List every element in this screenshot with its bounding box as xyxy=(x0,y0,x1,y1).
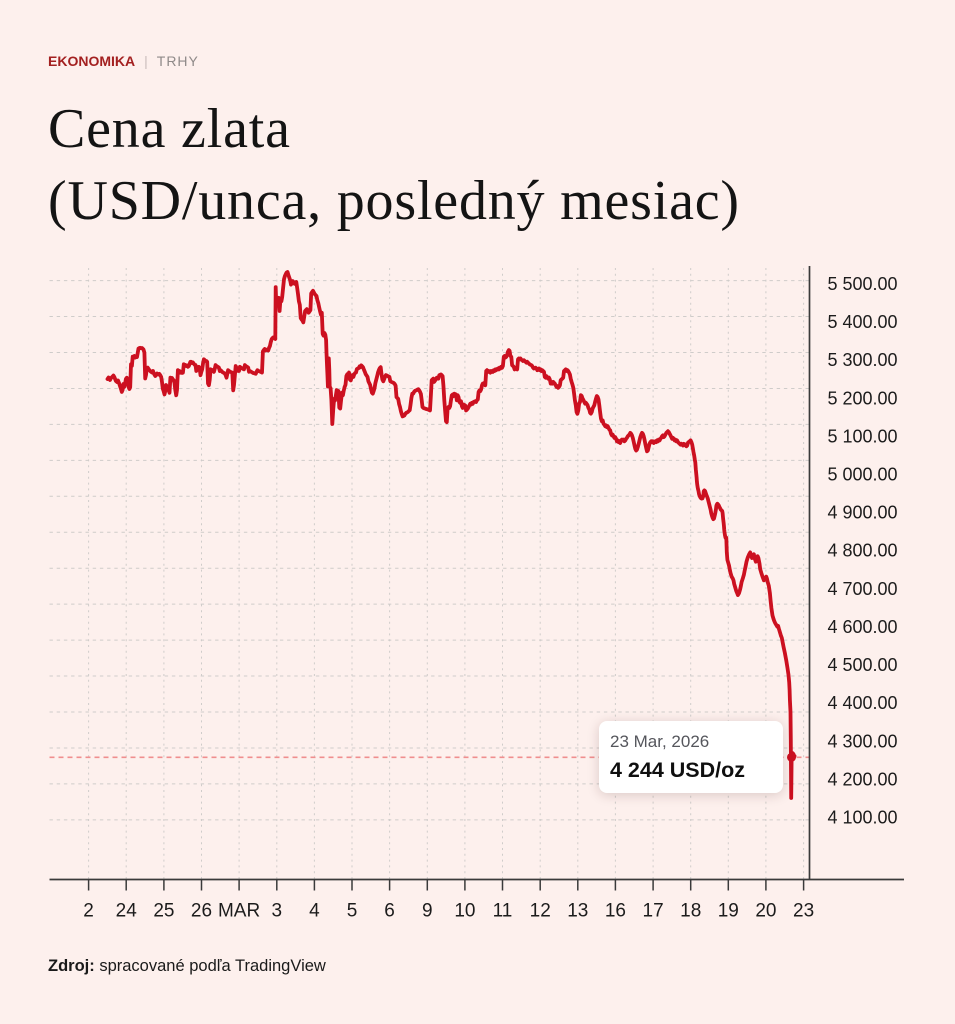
svg-text:20: 20 xyxy=(755,901,776,922)
svg-text:11: 11 xyxy=(493,901,513,922)
svg-text:26: 26 xyxy=(191,901,212,922)
svg-text:24: 24 xyxy=(116,901,138,922)
svg-text:4: 4 xyxy=(309,901,320,922)
svg-text:5: 5 xyxy=(347,901,358,922)
svg-text:16: 16 xyxy=(605,901,626,922)
svg-text:12: 12 xyxy=(530,901,551,922)
svg-text:18: 18 xyxy=(680,901,701,922)
svg-text:4 200.00: 4 200.00 xyxy=(828,769,898,789)
svg-text:5 500.00: 5 500.00 xyxy=(828,274,898,294)
svg-text:5 200.00: 5 200.00 xyxy=(828,388,898,408)
svg-text:3: 3 xyxy=(272,901,283,922)
svg-text:19: 19 xyxy=(718,901,739,922)
svg-text:13: 13 xyxy=(567,901,588,922)
svg-text:2: 2 xyxy=(83,901,94,922)
svg-text:4 600.00: 4 600.00 xyxy=(828,617,898,637)
svg-text:5 300.00: 5 300.00 xyxy=(828,350,898,370)
svg-text:4 900.00: 4 900.00 xyxy=(828,503,898,523)
svg-text:9: 9 xyxy=(422,901,433,922)
svg-text:5 100.00: 5 100.00 xyxy=(828,426,898,446)
svg-text:MAR: MAR xyxy=(218,901,260,922)
svg-text:17: 17 xyxy=(643,901,664,922)
svg-text:4 700.00: 4 700.00 xyxy=(828,579,898,599)
svg-text:4 500.00: 4 500.00 xyxy=(828,655,898,675)
svg-text:10: 10 xyxy=(454,901,475,922)
svg-text:4 400.00: 4 400.00 xyxy=(828,693,898,713)
svg-text:23: 23 xyxy=(793,901,814,922)
svg-text:4 800.00: 4 800.00 xyxy=(828,541,898,561)
svg-text:6: 6 xyxy=(384,901,395,922)
svg-text:25: 25 xyxy=(153,901,174,922)
svg-text:5 000.00: 5 000.00 xyxy=(828,465,898,485)
svg-text:4 300.00: 4 300.00 xyxy=(828,731,898,751)
svg-text:5 400.00: 5 400.00 xyxy=(828,312,898,332)
svg-text:4 100.00: 4 100.00 xyxy=(828,808,898,828)
